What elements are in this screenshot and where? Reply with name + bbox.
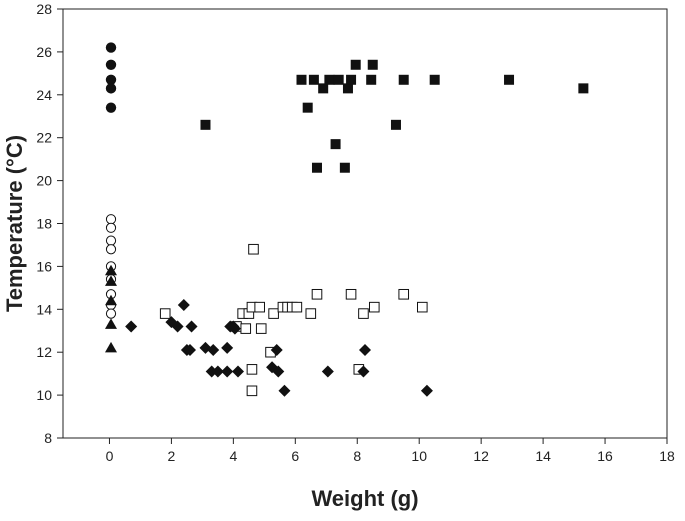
y-tick-label: 26	[36, 44, 52, 60]
data-point-filled-square	[318, 83, 329, 94]
data-point-filled-square	[296, 74, 307, 85]
y-tick-label: 22	[36, 130, 52, 146]
y-tick-label: 14	[36, 301, 52, 317]
data-point-open-circle	[105, 235, 117, 246]
data-point-filled-square	[339, 162, 350, 173]
data-point-filled-diamond	[171, 320, 184, 333]
data-point-filled-diamond	[232, 365, 245, 378]
data-point-filled-square	[504, 74, 515, 85]
data-point-filled-diamond	[207, 344, 220, 357]
data-point-filled-square	[350, 59, 361, 70]
data-point-filled-triangle	[105, 341, 118, 353]
data-point-filled-square	[429, 74, 440, 85]
data-point-filled-square	[346, 74, 357, 85]
data-point-filled-diamond	[183, 344, 196, 357]
data-point-filled-diamond	[272, 365, 285, 378]
x-tick-label: 4	[229, 448, 237, 464]
data-point-filled-diamond	[211, 365, 224, 378]
x-tick-label: 18	[659, 448, 675, 464]
data-point-filled-circle	[105, 42, 117, 53]
data-point-filled-square	[398, 74, 409, 85]
y-tick-label: 20	[36, 173, 52, 189]
data-point-filled-diamond	[359, 344, 371, 357]
data-point-open-square	[246, 364, 258, 375]
y-axis-title: Temperature (°C)	[2, 135, 27, 312]
data-point-filled-triangle	[105, 318, 118, 329]
data-point-open-circle	[105, 222, 117, 233]
data-point-filled-diamond	[221, 341, 234, 354]
data-point-filled-circle	[105, 74, 117, 85]
data-point-filled-square	[324, 74, 335, 85]
data-point-open-square	[268, 308, 279, 319]
data-point-open-square	[159, 308, 171, 319]
data-point-open-square	[291, 301, 303, 313]
data-point-filled-square	[367, 59, 378, 70]
x-tick-label: 14	[535, 448, 551, 464]
data-point-open-square	[345, 288, 357, 300]
data-point-filled-diamond	[278, 384, 291, 397]
y-tick-label: 8	[44, 430, 52, 446]
data-point-filled-square	[311, 162, 322, 173]
x-tick-label: 12	[473, 448, 489, 464]
data-point-filled-square	[333, 74, 344, 85]
data-point-open-square	[311, 288, 323, 300]
data-point-open-square	[417, 301, 428, 313]
data-point-filled-diamond	[270, 344, 283, 357]
y-tick-label: 24	[36, 87, 52, 103]
data-point-filled-square	[342, 83, 353, 94]
data-point-filled-square	[366, 74, 377, 85]
data-point-filled-diamond	[205, 365, 218, 378]
data-point-filled-triangle	[105, 294, 118, 306]
data-point-open-square	[254, 301, 265, 313]
x-tick-label: 0	[106, 448, 114, 464]
data-point-filled-triangle	[105, 264, 118, 276]
x-axis-ticks: 0 2 4 6 8 10 12 14 16 18	[106, 438, 675, 464]
y-tick-label: 12	[36, 344, 52, 360]
data-point-filled-circle	[105, 83, 117, 94]
data-point-filled-diamond	[125, 320, 138, 333]
data-point-filled-diamond	[185, 320, 198, 333]
data-point-filled-diamond	[221, 365, 234, 378]
data-point-filled-diamond	[177, 299, 190, 312]
data-point-filled-diamond	[357, 365, 370, 378]
data-point-open-square	[255, 323, 267, 334]
data-point-open-square	[398, 288, 410, 300]
data-point-filled-square	[308, 74, 319, 85]
data-point-filled-circle	[105, 102, 117, 113]
data-point-filled-diamond	[228, 322, 241, 335]
data-point-open-square	[368, 301, 380, 313]
y-tick-label: 10	[36, 387, 52, 403]
data-point-filled-triangle	[105, 275, 118, 286]
x-tick-label: 16	[597, 448, 613, 464]
data-point-open-square	[248, 243, 259, 255]
y-tick-label: 16	[36, 258, 52, 274]
data-point-open-square	[240, 323, 252, 334]
x-tick-label: 2	[168, 448, 176, 464]
data-point-filled-circle	[105, 59, 117, 70]
x-tick-label: 8	[353, 448, 361, 464]
data-point-filled-square	[578, 83, 589, 94]
data-markers	[105, 42, 589, 397]
x-axis-title: Weight (g)	[311, 486, 418, 511]
data-point-open-square	[358, 308, 369, 319]
data-point-open-square	[305, 308, 317, 319]
data-point-filled-square	[200, 119, 211, 130]
data-point-open-square	[246, 385, 258, 397]
x-tick-label: 6	[291, 448, 299, 464]
data-point-open-circle	[105, 308, 117, 319]
data-point-open-circle	[105, 244, 117, 255]
y-tick-label: 28	[36, 1, 52, 17]
data-point-filled-diamond	[420, 384, 433, 397]
data-point-filled-square	[330, 139, 341, 150]
y-tick-label: 18	[36, 216, 52, 232]
x-tick-label: 10	[411, 448, 427, 464]
data-point-open-circle	[105, 214, 117, 225]
data-point-filled-diamond	[321, 365, 334, 378]
data-point-filled-square	[390, 119, 401, 130]
y-axis-ticks: 8 10 12 14 16 18 20 22 24 26 28	[36, 1, 63, 446]
data-point-filled-square	[302, 102, 313, 113]
